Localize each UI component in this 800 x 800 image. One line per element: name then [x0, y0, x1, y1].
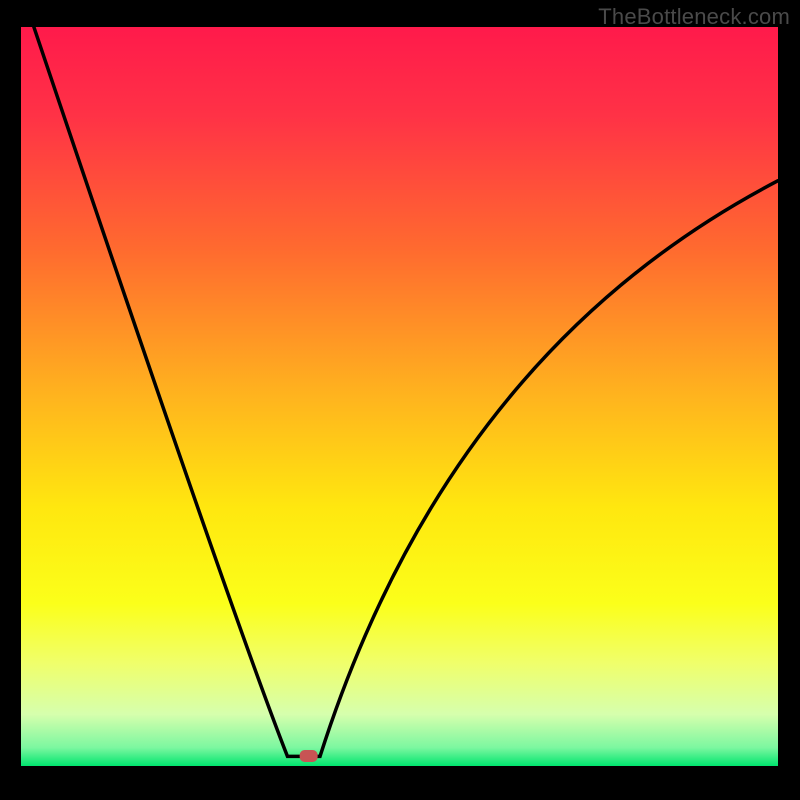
chart-stage: TheBottleneck.com — [0, 0, 800, 800]
plot-background — [21, 27, 778, 766]
bottleneck-chart — [0, 0, 800, 800]
optimal-point-marker — [300, 750, 318, 762]
